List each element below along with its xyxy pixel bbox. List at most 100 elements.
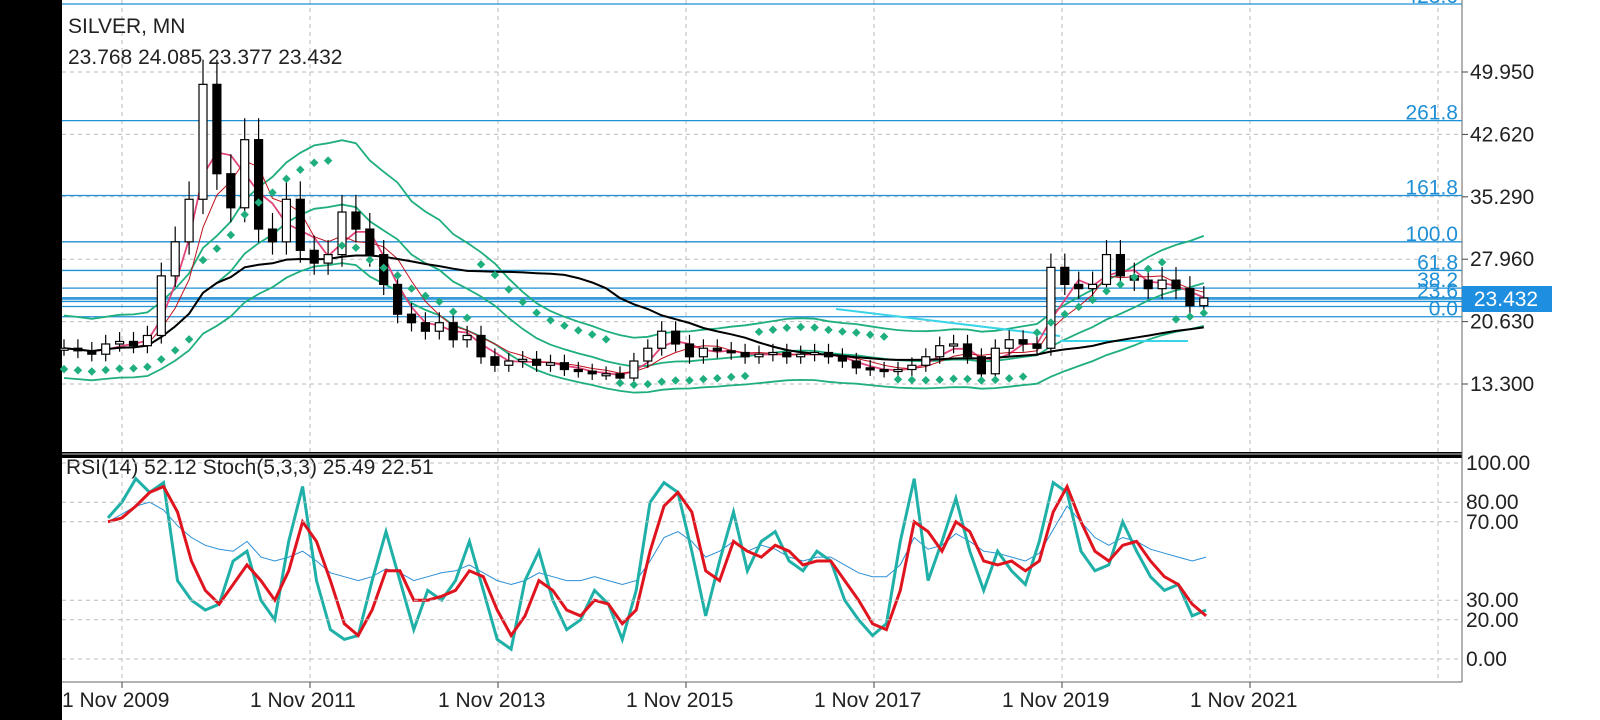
fib-label: 100.0 [1405,223,1458,246]
ma-slow-line [63,254,1204,361]
sar-dot [1074,302,1083,312]
time-tick-label: 1 Nov 2013 [438,689,545,712]
fib-label: 423.6 [1405,0,1458,8]
sar-dot [1018,372,1028,381]
sar-dot [615,378,625,388]
sar-dot [226,230,236,240]
sar-dot [240,210,249,219]
sar-dot [546,316,555,325]
sar-dot [726,372,736,382]
sar-dot [1143,264,1153,274]
current-price-badge [1462,286,1552,312]
sar-dot [254,198,263,207]
candle-body [1157,279,1167,290]
sar-dot [671,376,680,385]
sar-dot [782,323,792,332]
sar-dot [115,364,124,373]
candle-body [114,340,125,345]
price-axis-ticks: 49.950 42.620 35.290 27.960 20.630 13.300 [1462,61,1534,396]
candle-body [240,139,250,209]
candle-body [976,356,987,375]
candle-body [323,254,333,264]
sar-dot [949,374,958,384]
candle-body [1101,254,1112,285]
sar-dot [893,375,903,384]
sar-dot [518,297,527,307]
candle-body [809,351,820,356]
fib-label: 161.8 [1405,177,1458,200]
candle-body [559,362,570,371]
candle-body [59,347,69,351]
candle-body [267,228,278,243]
indicator-panel[interactable] [62,458,1462,682]
sar-dot [1060,310,1070,319]
candles[interactable] [59,59,1209,384]
time-tick-label: 1 Nov 2015 [626,689,733,712]
sar-dot [393,271,402,280]
sar-dot [1130,272,1139,282]
candle-body [990,347,1000,375]
sar-dot [1004,374,1014,383]
price-panel[interactable] [62,0,1462,452]
price-axis-area [1462,0,1600,720]
osc-tick-label: 100.00 [1466,452,1530,475]
sar-dot [129,364,138,373]
parabolic-sar [59,156,1209,390]
current-price-text: 23.432 [1474,288,1538,311]
candle-body [170,241,180,277]
candle-body [948,343,959,347]
sar-dot [198,255,208,265]
candle-body [1060,266,1070,285]
sar-dot [59,364,69,374]
candle-body [768,351,778,356]
candle-body [462,334,472,341]
sar-dot [73,365,83,375]
candle-body [962,343,973,358]
fibonacci-lines[interactable] [62,3,1462,318]
time-axis-ticks: 1 Nov 2009 1 Nov 2011 1 Nov 2013 1 Nov 2015… [62,682,1297,712]
candle-body [893,368,903,373]
sar-dot [157,355,166,364]
time-tick-label: 1 Nov 2019 [1002,689,1109,712]
sar-dot [587,330,597,339]
sar-dot [574,326,583,335]
candle-body [184,198,194,243]
candle-body [865,367,875,371]
candle-body [698,347,709,358]
candle-body [351,211,361,230]
sar-dot [448,307,458,316]
price-tick-label: 20.630 [1470,311,1534,334]
sar-dot [351,243,361,252]
candle-body [406,313,417,324]
candle-body [476,334,486,358]
time-tick-label: 1 Nov 2011 [250,689,356,712]
time-tick-label: 1 Nov 2009 [62,689,169,712]
sar-dot [143,362,152,372]
candle-body [712,347,722,352]
sar-dot [337,241,347,250]
sar-dot [1046,318,1056,327]
candle-body [1143,279,1153,290]
candle-body [726,350,736,354]
sar-dot [268,188,277,197]
candle-body [254,139,264,230]
sar-dot [212,244,222,253]
band-upper-line [63,139,1205,339]
time-tick-label: 1 Nov 2017 [814,689,921,712]
candle-body [796,353,806,358]
candle-body [629,360,639,379]
sar-dot [490,270,500,280]
candle-body [281,198,291,243]
sar-dot [560,321,569,330]
sar-dot [1088,295,1097,305]
candle-body [1004,339,1014,349]
sar-dot [282,174,291,184]
price-tick-label: 49.950 [1470,61,1534,84]
sar-dot [754,327,764,337]
sar-dot [532,308,541,317]
fibonacci-labels: 423.6 261.8 161.8 100.0 61.838.223.60.0 [1405,0,1458,321]
sar-dot [977,376,986,385]
candle-body [1074,283,1084,290]
